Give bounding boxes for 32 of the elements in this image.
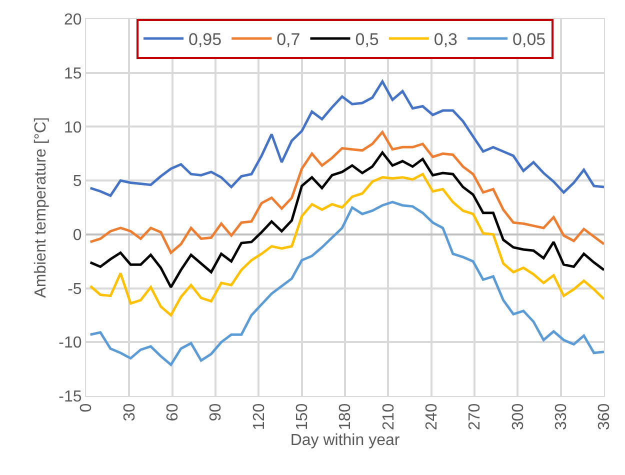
y-tick-label: 0 xyxy=(72,227,82,244)
legend-label: 0,05 xyxy=(512,30,546,50)
x-tick-label: 30 xyxy=(121,403,138,422)
x-tick-label: 270 xyxy=(466,403,484,430)
x-tick-label: 60 xyxy=(164,403,182,422)
line-series xyxy=(89,172,604,316)
legend-label: 0,3 xyxy=(434,30,458,50)
y-tick-label: 5 xyxy=(72,173,82,190)
y-tick-label: 20 xyxy=(64,12,82,29)
x-tick-label: 300 xyxy=(510,403,527,430)
x-axis-title: Day within year xyxy=(290,432,400,449)
legend-label: 0,95 xyxy=(188,30,222,50)
legend-label: 0,5 xyxy=(355,30,379,50)
y-axis-title: Ambient temperature [°C] xyxy=(32,117,50,298)
y-tick-label: -5 xyxy=(68,280,82,298)
x-tick-label: 360 xyxy=(596,403,614,430)
y-tick-label: -15 xyxy=(58,388,82,406)
y-tick-label: -10 xyxy=(58,334,82,352)
x-tick-label: 120 xyxy=(250,403,268,430)
x-tick-label: 150 xyxy=(294,403,312,430)
legend-label: 0,7 xyxy=(276,30,300,50)
line-series xyxy=(89,130,604,254)
line-series xyxy=(89,200,604,366)
x-tick-label: 90 xyxy=(208,403,225,422)
x-tick-label: 330 xyxy=(553,403,570,430)
x-tick-label: 240 xyxy=(424,403,441,430)
x-tick-label: 180 xyxy=(337,403,354,430)
line-series xyxy=(89,80,604,197)
x-tick-label: 210 xyxy=(380,403,398,430)
y-tick-label: 10 xyxy=(64,119,82,136)
y-tick-label: 15 xyxy=(64,65,82,82)
line-series xyxy=(89,151,604,288)
